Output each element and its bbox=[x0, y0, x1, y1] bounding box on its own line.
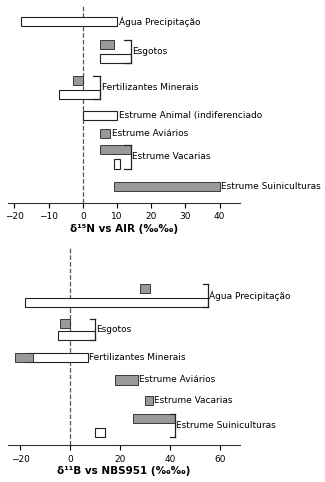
Text: Fertilizantes Minerais: Fertilizantes Minerais bbox=[102, 83, 198, 93]
Bar bbox=[83, 111, 117, 120]
Bar bbox=[113, 182, 220, 191]
Text: Estrume Vacarias: Estrume Vacarias bbox=[154, 396, 232, 405]
Text: Água Precipitação: Água Precipitação bbox=[119, 16, 200, 27]
Bar bbox=[145, 396, 152, 405]
Text: Fertilizantes Minerais: Fertilizantes Minerais bbox=[89, 353, 185, 362]
Bar bbox=[72, 76, 83, 85]
Bar bbox=[113, 160, 120, 169]
X-axis label: δ¹⁵N vs AIR (‰‰): δ¹⁵N vs AIR (‰‰) bbox=[70, 224, 178, 234]
Bar bbox=[25, 353, 87, 362]
Bar bbox=[100, 129, 110, 138]
Bar bbox=[95, 428, 105, 437]
Bar bbox=[100, 145, 131, 154]
Text: Estrume Aviários: Estrume Aviários bbox=[139, 375, 215, 385]
Bar bbox=[59, 90, 100, 99]
Bar bbox=[133, 414, 175, 423]
X-axis label: δ¹¹B vs NBS951 (‰‰): δ¹¹B vs NBS951 (‰‰) bbox=[57, 467, 190, 476]
Bar bbox=[58, 331, 95, 340]
Bar bbox=[115, 375, 137, 385]
Text: Estrume Suiniculturas: Estrume Suiniculturas bbox=[221, 182, 321, 191]
Text: Estrume Suiniculturas: Estrume Suiniculturas bbox=[176, 421, 276, 430]
Bar bbox=[21, 17, 117, 27]
Bar bbox=[100, 54, 131, 63]
Bar bbox=[25, 298, 208, 308]
Text: Estrume Animal (indiferenciado: Estrume Animal (indiferenciado bbox=[119, 111, 262, 120]
Bar bbox=[140, 284, 150, 293]
Text: Estrume Vacarias: Estrume Vacarias bbox=[132, 152, 211, 161]
Bar bbox=[100, 40, 113, 49]
Bar bbox=[15, 353, 32, 362]
Text: Estrume Aviários: Estrume Aviários bbox=[112, 129, 188, 138]
Text: Esgotos: Esgotos bbox=[96, 325, 132, 334]
Text: Esgotos: Esgotos bbox=[132, 47, 168, 56]
Text: Água Precipitação: Água Precipitação bbox=[209, 291, 290, 301]
Bar bbox=[60, 319, 70, 328]
